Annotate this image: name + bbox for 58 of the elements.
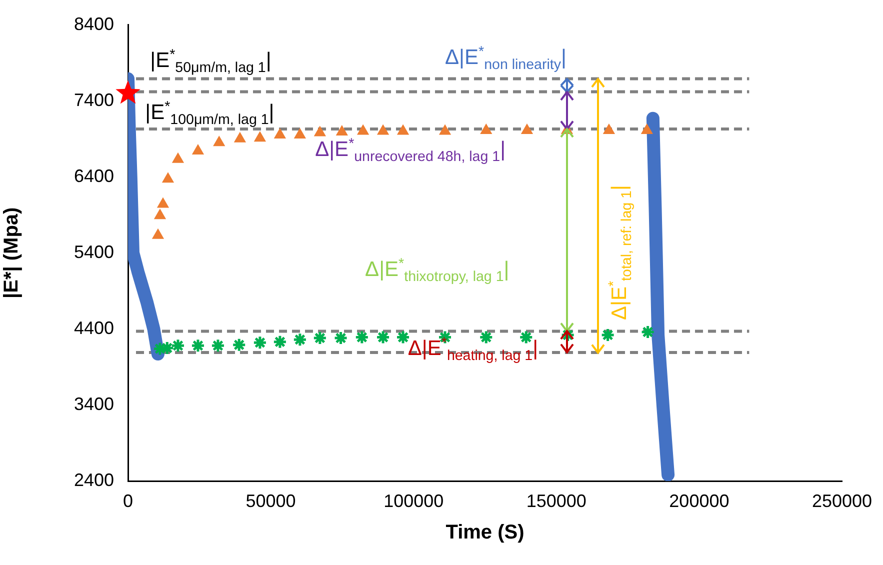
y-tick-label: 5400 bbox=[74, 242, 114, 262]
point bbox=[336, 126, 348, 136]
annotation: |E$^{*}$$_{50μm/m, lag 1}$| bbox=[150, 47, 272, 77]
point bbox=[377, 124, 389, 135]
y-axis-title: |E*| (Mpa) bbox=[0, 207, 23, 298]
point bbox=[252, 335, 268, 350]
y-tick-label: 7400 bbox=[74, 90, 114, 110]
point bbox=[396, 330, 410, 345]
point bbox=[192, 144, 204, 155]
point bbox=[116, 80, 140, 104]
annotation: Δ|E$^{*}$$_{thixotropy, lag 1}$| bbox=[365, 256, 510, 285]
point bbox=[154, 209, 166, 220]
y-tick-label: 3400 bbox=[74, 394, 114, 414]
point bbox=[334, 330, 348, 346]
y-tick-label: 4400 bbox=[74, 318, 114, 338]
point bbox=[312, 330, 328, 346]
annotation: Δ|E$^{*}$$_{unrecovered 48h, lag 1}$| bbox=[315, 136, 506, 166]
y-tick-label: 2400 bbox=[74, 470, 114, 490]
x-tick-label: 250000 bbox=[812, 490, 872, 511]
point bbox=[439, 124, 451, 135]
point bbox=[641, 124, 653, 134]
point bbox=[640, 324, 656, 340]
annotation: Δ|E$^{*}$$_{non linearity}$| bbox=[445, 44, 566, 74]
point bbox=[314, 126, 326, 136]
point bbox=[521, 124, 533, 134]
x-axis-title: Time (S) bbox=[446, 522, 524, 544]
x-tick-label: 0 bbox=[122, 490, 134, 511]
x-tick-label: 200000 bbox=[669, 490, 730, 511]
point bbox=[294, 128, 306, 139]
point bbox=[603, 124, 615, 134]
point bbox=[397, 124, 409, 135]
y-tick-label: 6400 bbox=[74, 166, 114, 186]
point bbox=[478, 330, 494, 345]
point bbox=[292, 332, 308, 347]
point bbox=[172, 152, 184, 163]
point bbox=[157, 198, 169, 208]
point bbox=[254, 132, 266, 142]
x-tick-label: 50000 bbox=[246, 490, 296, 511]
point bbox=[232, 338, 246, 352]
point bbox=[213, 136, 225, 146]
point bbox=[600, 328, 616, 342]
point bbox=[272, 334, 288, 350]
annotation: |E$^{*}$$_{100μm/m, lag 1}$| bbox=[145, 99, 274, 129]
point bbox=[274, 128, 286, 139]
point bbox=[190, 338, 206, 353]
point bbox=[480, 124, 492, 134]
point bbox=[162, 172, 174, 183]
x-tick-label: 150000 bbox=[526, 490, 586, 511]
point bbox=[170, 338, 186, 353]
x-tick-label: 100000 bbox=[384, 490, 444, 511]
point bbox=[357, 124, 369, 135]
point bbox=[354, 330, 370, 345]
point bbox=[210, 338, 226, 353]
point bbox=[152, 228, 164, 239]
point bbox=[234, 132, 246, 142]
point bbox=[376, 330, 390, 345]
y-tick-label: 8400 bbox=[74, 14, 114, 34]
point bbox=[518, 330, 534, 345]
